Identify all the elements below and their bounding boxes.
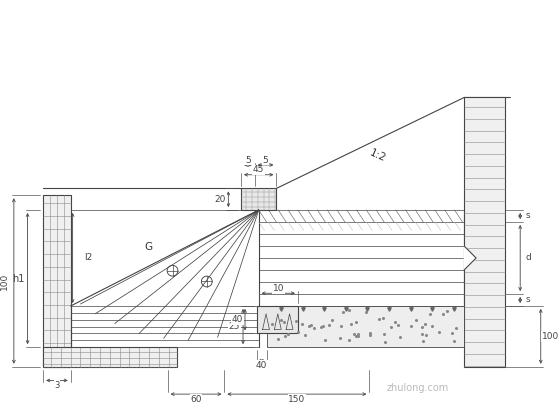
Text: h1: h1 — [12, 273, 25, 284]
Bar — [43, 347, 178, 367]
Bar — [241, 189, 276, 210]
Text: zhulong.com: zhulong.com — [386, 383, 449, 393]
Bar — [43, 195, 71, 367]
Text: 5: 5 — [263, 155, 268, 165]
Bar — [256, 306, 298, 333]
Bar — [464, 97, 506, 367]
Text: 45: 45 — [253, 165, 264, 174]
Text: 100: 100 — [542, 332, 559, 341]
Text: 20: 20 — [215, 195, 226, 204]
Text: d: d — [525, 254, 531, 262]
Text: G: G — [144, 242, 152, 252]
Text: 25: 25 — [228, 322, 240, 331]
Text: 60: 60 — [190, 394, 202, 404]
Text: 40: 40 — [231, 315, 243, 324]
Text: s: s — [526, 296, 530, 304]
Bar — [267, 306, 464, 347]
Text: 5: 5 — [245, 155, 251, 165]
Text: 3: 3 — [54, 381, 60, 390]
Text: s: s — [526, 212, 530, 220]
Text: 150: 150 — [288, 394, 306, 404]
Text: 100: 100 — [0, 273, 8, 290]
Polygon shape — [464, 246, 476, 270]
Text: 10: 10 — [273, 284, 284, 293]
Text: 40: 40 — [256, 361, 267, 370]
Text: l2: l2 — [84, 254, 92, 262]
Text: 1:2: 1:2 — [368, 148, 388, 164]
